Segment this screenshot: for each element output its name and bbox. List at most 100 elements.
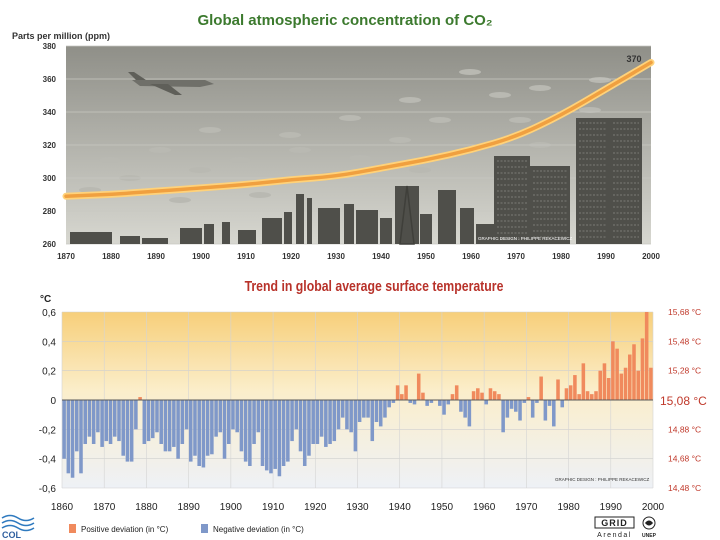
- temperature-bar: [357, 400, 362, 422]
- co2-y-tick-label: 320: [43, 141, 57, 150]
- temperature-bar: [484, 400, 489, 405]
- co2-x-tick-label: 1950: [417, 252, 435, 261]
- skyline-building: [296, 194, 304, 244]
- temperature-x-tick-label: 1870: [93, 502, 116, 513]
- temperature-bar: [256, 400, 261, 433]
- temperature-x-tick-label: 1970: [515, 502, 538, 513]
- cloud: [459, 69, 481, 75]
- grid-arendal-logo: GRID Arendal: [594, 516, 635, 539]
- skyline-building: [238, 230, 256, 244]
- legend: Positive deviation (in °C) Negative devi…: [69, 524, 304, 534]
- temperature-bar: [298, 400, 303, 452]
- legend-swatch-positive: [69, 524, 76, 533]
- temperature-bar: [75, 400, 79, 452]
- temperature-y-tick-label: 0,4: [42, 337, 56, 348]
- temperature-bar: [535, 400, 539, 403]
- temperature-bar: [594, 391, 598, 400]
- temperature-bar: [383, 400, 387, 418]
- temperature-y-ticks: 0,6 0,4 0,2 0 -0,2 -0,4 -0,6: [39, 308, 57, 495]
- temperature-bar: [138, 397, 142, 400]
- temperature-bar: [66, 400, 71, 474]
- skyline-building: [438, 190, 456, 244]
- temperature-bar: [235, 400, 239, 433]
- temperature-bar: [387, 400, 391, 408]
- co2-x-tick-label: 1910: [237, 252, 255, 261]
- skyline-building: [262, 218, 282, 244]
- temperature-bar: [450, 394, 455, 400]
- temperature-bar: [226, 400, 231, 444]
- temperature-bar: [248, 400, 252, 466]
- temperature-bar: [62, 400, 66, 459]
- co2-x-tick-label: 1990: [597, 252, 615, 261]
- skyline-building: [307, 198, 312, 244]
- temperature-x-tick-label: 1920: [304, 502, 327, 513]
- co2-value-annotation: 370: [626, 54, 641, 64]
- temperature-x-tick-label: 2000: [642, 502, 665, 513]
- cloud: [389, 137, 411, 143]
- temperature-bar: [87, 400, 92, 437]
- temperature-y-tick-label: 0,6: [42, 308, 56, 319]
- temperature-bar: [324, 400, 328, 447]
- temperature-bar: [378, 400, 383, 427]
- temperature-bar: [552, 400, 556, 427]
- temperature-bar: [146, 400, 151, 442]
- cloud: [489, 92, 511, 98]
- temperature-bar: [539, 376, 543, 400]
- temperature-x-tick-label: 1860: [51, 502, 74, 513]
- temperature-bar: [172, 400, 176, 447]
- temperature-bar: [416, 373, 421, 400]
- co2-x-tick-label: 1870: [57, 252, 75, 261]
- temperature-bar: [547, 400, 552, 406]
- temperature-right-tick-label: 14,48 °C: [668, 483, 701, 493]
- skyline-building: [610, 118, 642, 244]
- temperature-bar: [239, 400, 244, 452]
- temperature-bar: [632, 344, 636, 400]
- temperature-bar: [636, 370, 640, 400]
- co2-x-tick-label: 1880: [102, 252, 120, 261]
- temperature-bar: [556, 379, 560, 400]
- temperature-bar: [438, 400, 442, 406]
- temperature-x-tick-label: 1990: [600, 502, 623, 513]
- skyline-building: [284, 212, 292, 244]
- temperature-bar: [370, 400, 375, 442]
- co2-chart: 260 280 300 320 340 360 380 1870 1880 1890 1900 19…: [8, 4, 676, 266]
- temperature-right-tick-label: 14,88 °C: [668, 424, 701, 434]
- temperature-y-axis-label: °C: [40, 294, 51, 305]
- temperature-bar: [117, 400, 121, 442]
- temperature-bar: [619, 373, 624, 400]
- skyline-building: [180, 228, 202, 244]
- co2-y-tick-label: 260: [43, 240, 57, 249]
- temperature-bar: [163, 400, 168, 452]
- temperature-bar: [649, 367, 653, 400]
- temperature-bar: [615, 348, 619, 400]
- temperature-bar: [598, 370, 603, 400]
- temperature-x-tick-label: 1880: [135, 502, 158, 513]
- temperature-right-ticks: 15,68 °C 15,48 °C 15,28 °C 15,08 °C 14,88 °C…: [660, 307, 707, 493]
- temperature-bar: [543, 400, 548, 421]
- temperature-bar: [252, 400, 256, 444]
- temperature-bar: [222, 400, 227, 459]
- temperature-bar: [231, 400, 235, 430]
- temperature-x-tick-label: 1950: [431, 502, 454, 513]
- temperature-bar: [560, 400, 565, 408]
- temperature-bar: [476, 388, 480, 400]
- temperature-bar: [243, 400, 248, 462]
- skyline-building: [222, 222, 230, 244]
- temperature-bar: [70, 400, 75, 478]
- cloud: [579, 107, 601, 113]
- temperature-bar: [134, 400, 138, 430]
- temperature-bar: [260, 400, 265, 466]
- temperature-bar: [79, 400, 83, 474]
- temperature-bar: [606, 378, 611, 400]
- temperature-bar: [315, 400, 320, 444]
- cloud: [249, 192, 271, 198]
- temperature-bar: [514, 400, 518, 412]
- temperature-bar: [412, 400, 417, 405]
- co2-y-tick-label: 280: [43, 207, 57, 216]
- temperature-bar: [290, 400, 294, 442]
- temperature-bar: [91, 400, 96, 444]
- temperature-bar: [480, 392, 484, 400]
- co2-chart-title: Global atmospheric concentration of CO₂: [197, 12, 492, 29]
- skyline-building: [204, 224, 214, 244]
